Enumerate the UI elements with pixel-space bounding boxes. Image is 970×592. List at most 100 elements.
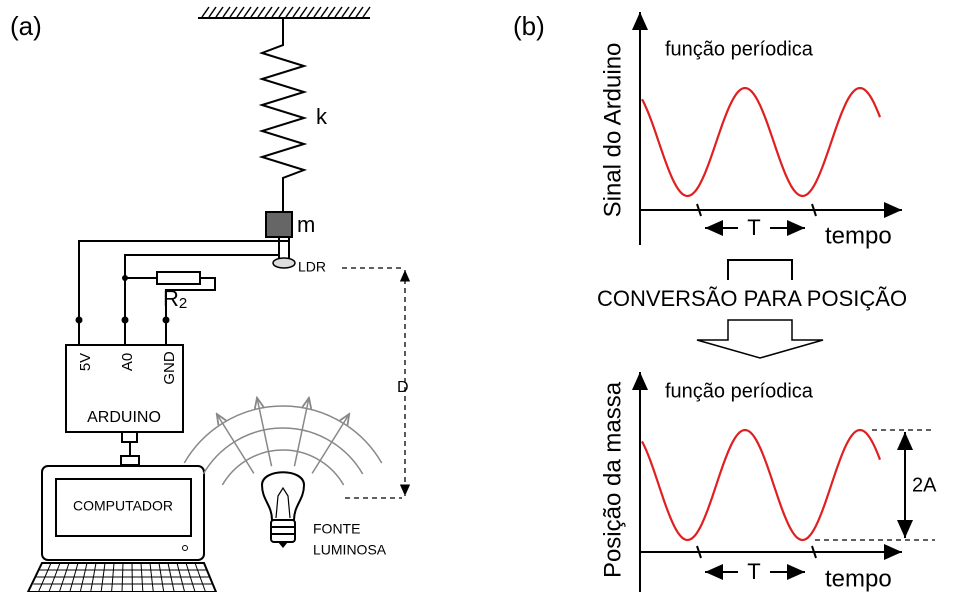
hatch: [313, 6, 322, 18]
shape: [121, 431, 138, 443]
hatch: [236, 6, 245, 18]
amplitude-label: 2A: [912, 474, 937, 496]
panel-label: (b): [513, 11, 545, 41]
x-axis-label: tempo: [825, 565, 892, 592]
shape: [162, 316, 170, 324]
period-label: T: [747, 559, 760, 584]
light-ray: [217, 414, 255, 474]
conversion-label: CONVERSÃO PARA POSIÇÃO: [597, 286, 907, 311]
shape: [260, 471, 306, 521]
keyboard-key: [194, 562, 207, 592]
shape: [165, 277, 216, 345]
shape: [55, 478, 192, 537]
sine-curve: [641, 428, 882, 542]
period-label: T: [747, 215, 760, 240]
keyboard-key: [185, 562, 196, 592]
distance-label: D: [397, 379, 409, 396]
keyboard-key: [167, 562, 175, 592]
mass: [265, 211, 293, 238]
hatch: [355, 6, 364, 18]
position-plot: Posição da massa função períodica T temp…: [599, 372, 937, 592]
hatch: [348, 6, 357, 18]
hatch: [327, 6, 336, 18]
shape: [75, 316, 83, 324]
mass-label: m: [297, 212, 315, 237]
keyboard-key: [121, 562, 124, 592]
spring: [258, 18, 308, 212]
signal-plot: Sinal do Arduino função períodica T temp…: [599, 12, 902, 249]
keyboard-key: [176, 562, 186, 592]
light-rays: [183, 398, 383, 486]
pin-label: A0: [119, 353, 136, 371]
hatch: [271, 6, 280, 18]
hatch: [341, 6, 350, 18]
sine-curve: [641, 86, 882, 198]
panel-label: (a): [10, 11, 42, 41]
shape: [696, 203, 702, 217]
shape: [122, 275, 128, 281]
keyboard-key: [90, 562, 97, 592]
shape: [182, 545, 188, 551]
y-axis-label: Posição da massa: [599, 381, 626, 578]
light-arc: [202, 427, 364, 475]
ceiling: [198, 6, 371, 19]
panel-b: (b) Sinal do Arduino função períodica T …: [513, 11, 937, 592]
light-arc: [221, 449, 345, 486]
computer: [26, 465, 218, 592]
hatch: [299, 6, 308, 18]
keyboard-key: [100, 562, 106, 592]
shape: [727, 259, 793, 280]
bulb: [260, 471, 306, 548]
shape: [811, 545, 817, 559]
hatch: [334, 6, 343, 18]
shape: [124, 254, 279, 345]
light-ray: [257, 398, 273, 467]
keyboard-key: [111, 562, 115, 592]
shape: [120, 455, 140, 466]
keyboard-key: [79, 562, 88, 592]
conversion-arrow: [696, 259, 824, 359]
shape: [121, 316, 129, 324]
hatch: [285, 6, 294, 18]
shape: [275, 486, 291, 519]
light-arc: [183, 405, 383, 464]
pin-label: GND: [161, 351, 178, 385]
light-source-label: LUMINOSA: [313, 542, 387, 558]
keyboard-key: [48, 562, 61, 592]
panel-a: (a) k m R2 LDR D 5V A0 GND ARDUINO COMPU…: [10, 6, 411, 592]
hatch: [201, 6, 210, 18]
shape: [78, 240, 289, 345]
hatch: [320, 6, 329, 18]
usb-connector: [120, 431, 140, 466]
keyboard-key: [158, 562, 165, 592]
shape: [696, 545, 702, 559]
light-ray: [293, 398, 309, 467]
spring-label: k: [316, 104, 328, 129]
x-axis-label: tempo: [825, 222, 892, 249]
arduino-label: ARDUINO: [87, 409, 161, 426]
hatch: [250, 6, 259, 18]
hatch: [257, 6, 266, 18]
hatch: [208, 6, 217, 18]
hatch: [292, 6, 301, 18]
shape: [811, 203, 817, 217]
keyboard-key: [149, 562, 154, 592]
hatch: [243, 6, 252, 18]
y-axis-label: Sinal do Arduino: [599, 43, 626, 218]
hatch: [278, 6, 287, 18]
keyboard-key: [140, 562, 144, 592]
hatch: [215, 6, 224, 18]
shape: [33, 562, 213, 592]
hatch: [362, 6, 371, 18]
hatch: [306, 6, 315, 18]
pin-label: 5V: [77, 353, 94, 371]
computer-label: COMPUTADOR: [73, 498, 173, 514]
keyboard-key: [58, 562, 70, 592]
shape: [270, 519, 296, 543]
keyboard-key: [37, 562, 52, 592]
light-ray: [311, 414, 349, 474]
plot-title: função períodica: [665, 38, 814, 60]
light-source-label: FONTE: [313, 521, 360, 537]
wires: [75, 237, 290, 345]
